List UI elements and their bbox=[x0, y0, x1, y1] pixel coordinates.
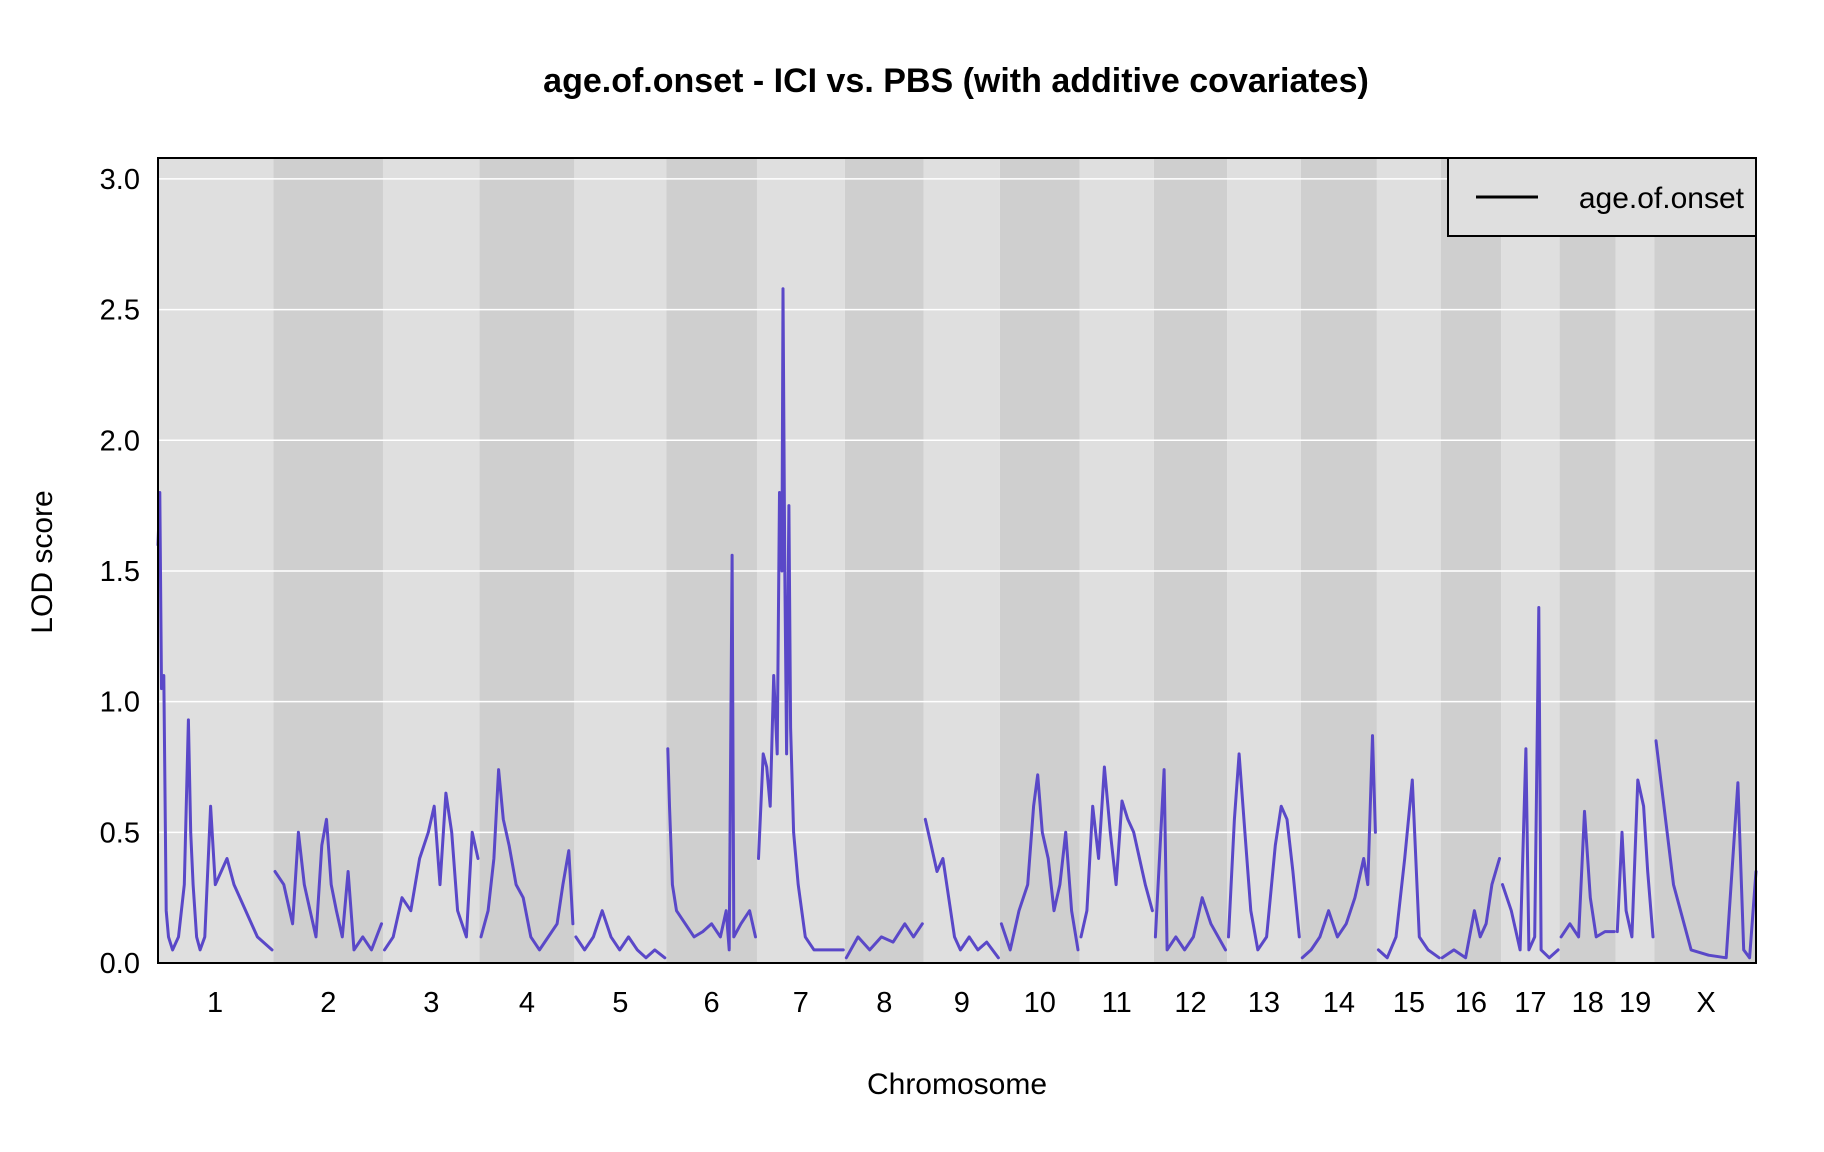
x-tick-label-2: 2 bbox=[320, 987, 336, 1019]
x-tick-label-13: 13 bbox=[1248, 987, 1280, 1019]
legend: age.of.onset bbox=[1447, 157, 1757, 237]
x-tick-label-11: 11 bbox=[1102, 987, 1132, 1019]
lod-line-chr-9 bbox=[923, 817, 1000, 960]
chromosome-band-8 bbox=[844, 158, 924, 963]
lod-line-chr-12 bbox=[1153, 768, 1227, 952]
chromosome-band-16 bbox=[1440, 158, 1502, 963]
plot-frame bbox=[157, 157, 1757, 964]
x-tick-label-6: 6 bbox=[704, 987, 720, 1019]
x-tick-label-18: 18 bbox=[1572, 987, 1604, 1019]
lod-line-chr-13 bbox=[1227, 752, 1301, 952]
x-tick-label-14: 14 bbox=[1323, 987, 1355, 1019]
x-tick-label-16: 16 bbox=[1455, 987, 1487, 1019]
chromosome-band-5 bbox=[574, 158, 667, 963]
lod-line-chr-2 bbox=[273, 817, 383, 952]
y-tick-label: 3.0 bbox=[100, 164, 140, 196]
chromosome-band-7 bbox=[756, 158, 845, 963]
chromosome-band-6 bbox=[666, 158, 757, 963]
lod-series-line bbox=[156, 287, 1758, 960]
lod-line-chr-3 bbox=[383, 791, 480, 952]
x-tick-label-5: 5 bbox=[612, 987, 628, 1019]
chromosome-bands bbox=[158, 158, 1756, 963]
y-tick-label: 1.0 bbox=[100, 687, 140, 719]
lod-line-chr-8 bbox=[844, 922, 924, 960]
chromosome-band-1 bbox=[158, 158, 274, 963]
y-tick-label: 1.5 bbox=[100, 556, 140, 588]
lod-line-chr-4 bbox=[479, 768, 575, 952]
chromosome-band-18 bbox=[1559, 158, 1616, 963]
x-tick-label-17: 17 bbox=[1514, 987, 1546, 1019]
lod-line-chr-7 bbox=[757, 287, 845, 952]
y-tick-label: 0.5 bbox=[100, 817, 140, 849]
lod-line-chr-11 bbox=[1079, 765, 1154, 939]
y-tick-label: 2.0 bbox=[100, 425, 140, 457]
y-tick-label: 0.0 bbox=[100, 948, 140, 980]
lod-line-chr-18 bbox=[1559, 809, 1616, 939]
lod-line-chr-19 bbox=[1615, 778, 1655, 939]
x-tick-label-19: 19 bbox=[1619, 987, 1651, 1019]
x-tick-label-10: 10 bbox=[1024, 987, 1056, 1019]
chromosome-band-14 bbox=[1300, 158, 1377, 963]
x-tick-label-8: 8 bbox=[876, 987, 892, 1019]
y-axis-label: LOD score bbox=[26, 490, 59, 633]
x-tick-label-4: 4 bbox=[519, 987, 535, 1019]
chart-title: age.of.onset - ICI vs. PBS (with additiv… bbox=[543, 62, 1369, 100]
lod-line-chr-1 bbox=[156, 491, 274, 952]
legend-label: age.of.onset bbox=[1579, 182, 1745, 215]
lod-line-chr-17 bbox=[1501, 606, 1560, 960]
lod-line-chr-14 bbox=[1300, 734, 1377, 960]
x-tick-label-9: 9 bbox=[954, 987, 970, 1019]
lod-line-chr-6 bbox=[666, 553, 757, 952]
x-axis: 1 2 3 4 5 6 7 8 9 10 11 12 13 14 15 16 17 18 19 X bbox=[207, 987, 1716, 1019]
y-axis: 0.0 0.5 1.0 1.5 2.0 2.5 3.0 bbox=[100, 164, 140, 980]
lod-line-chr-15 bbox=[1376, 778, 1441, 960]
chromosome-band-3 bbox=[382, 158, 480, 963]
x-tick-label-12: 12 bbox=[1174, 987, 1206, 1019]
chromosome-band-9 bbox=[923, 158, 1000, 963]
lod-line-chr-10 bbox=[999, 773, 1080, 952]
x-tick-label-1: 1 bbox=[207, 987, 223, 1019]
lod-line-chr-X bbox=[1654, 739, 1758, 960]
chromosome-band-15 bbox=[1376, 158, 1441, 963]
y-tick-label: 2.5 bbox=[100, 295, 140, 327]
lod-line-chr-5 bbox=[574, 909, 667, 960]
x-tick-label-7: 7 bbox=[793, 987, 809, 1019]
x-axis-label: Chromosome bbox=[867, 1068, 1047, 1101]
lod-line-chr-16 bbox=[1440, 857, 1501, 960]
x-tick-label-X: X bbox=[1696, 987, 1715, 1019]
x-tick-label-15: 15 bbox=[1393, 987, 1425, 1019]
chromosome-band-10 bbox=[999, 158, 1080, 963]
x-tick-label-3: 3 bbox=[423, 987, 439, 1019]
chromosome-band-17 bbox=[1501, 158, 1560, 963]
